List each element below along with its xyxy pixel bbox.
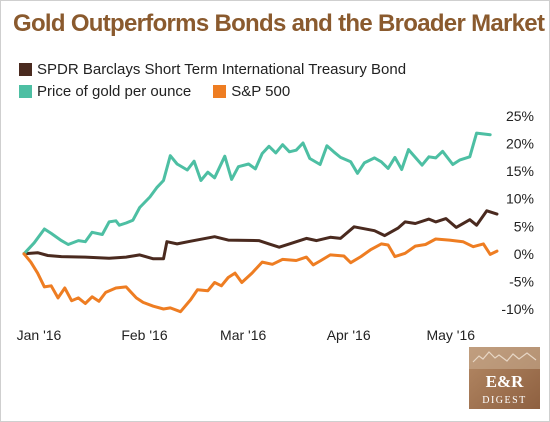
legend: SPDR Barclays Short Term International T… xyxy=(19,58,428,102)
x-tick-label: Feb '16 xyxy=(121,327,167,343)
y-tick-label: -5% xyxy=(509,273,534,289)
y-tick-label: 0% xyxy=(514,246,534,262)
legend-item-sp500: S&P 500 xyxy=(213,83,290,100)
series-line-s-p-500 xyxy=(22,237,499,314)
chart-title: Gold Outperforms Bonds and the Broader M… xyxy=(13,10,545,37)
legend-swatch-bond xyxy=(19,62,32,76)
legend-item-gold: Price of gold per ounce xyxy=(19,83,191,100)
series-line-spdr-barclays-short-term-international-treasury-bond xyxy=(22,209,499,261)
x-tick-label: May '16 xyxy=(426,327,475,343)
logo-text-digest: DIGEST xyxy=(482,395,527,406)
legend-swatch-gold xyxy=(19,84,32,98)
x-tick-label: Jan '16 xyxy=(17,327,62,343)
legend-label-gold: Price of gold per ounce xyxy=(37,82,192,100)
legend-label-bond: SPDR Barclays Short Term International T… xyxy=(37,60,407,78)
x-tick-label: Mar '16 xyxy=(220,327,266,343)
x-tick-label: Apr '16 xyxy=(327,327,371,343)
y-tick-label: 5% xyxy=(514,218,534,234)
y-tick-label: 25% xyxy=(506,108,534,124)
legend-swatch-sp500 xyxy=(213,84,227,98)
y-tick-label: 20% xyxy=(506,136,534,152)
series-line-price-of-gold-per-ounce xyxy=(22,131,492,256)
y-tick-label: 10% xyxy=(506,191,534,207)
er-digest-logo: E&R DIGEST xyxy=(469,347,540,409)
legend-label-sp500: S&P 500 xyxy=(231,82,291,100)
y-tick-label: 15% xyxy=(506,163,534,179)
logo-text-er: E&R xyxy=(486,372,525,391)
y-tick-label: -10% xyxy=(501,301,534,317)
legend-item-bond: SPDR Barclays Short Term International T… xyxy=(19,61,406,78)
